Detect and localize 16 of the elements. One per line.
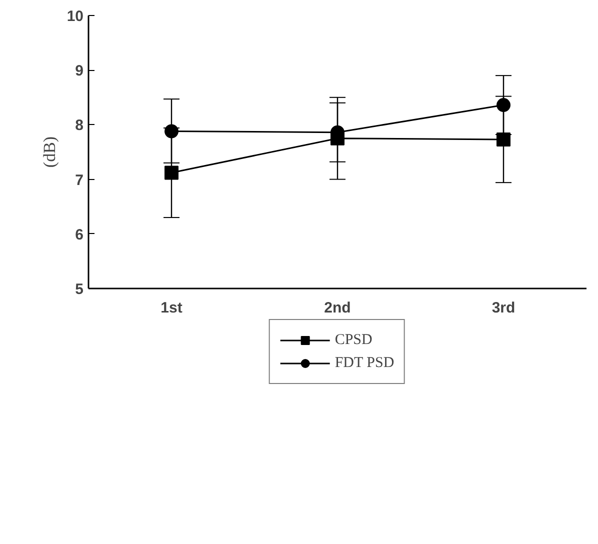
y-tick-label: 7	[75, 172, 84, 189]
x-tick-label: 3rd	[492, 300, 516, 316]
y-axis-title: (dB)	[40, 136, 59, 168]
point	[496, 132, 510, 146]
x-tick-label: 1st	[160, 300, 182, 316]
y-tick-label: 5	[75, 281, 84, 298]
y-tick-label: 10	[66, 8, 84, 25]
y-tick-label: 9	[75, 62, 84, 80]
legend-label: FDT PSD	[334, 354, 394, 372]
x-tick-label: 2nd	[324, 300, 351, 316]
point	[496, 98, 510, 112]
y-tick-label: 6	[75, 226, 84, 244]
legend-label: CPSD	[334, 332, 372, 348]
point	[164, 166, 178, 180]
point	[164, 124, 178, 138]
y-tick-label: 8	[75, 117, 84, 134]
